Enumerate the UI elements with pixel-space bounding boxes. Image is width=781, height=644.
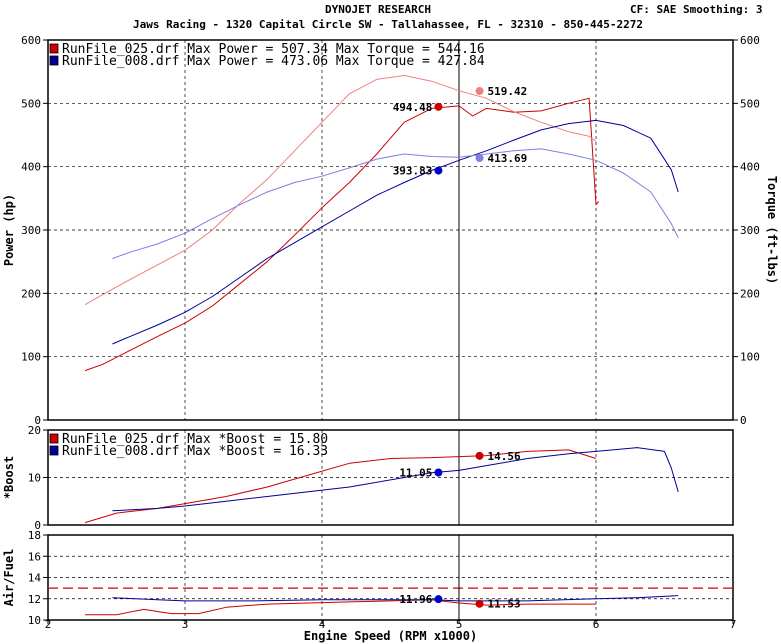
power-torque-y2tick-label: 600 bbox=[740, 34, 760, 47]
air-fuel-xtick-label: 4 bbox=[319, 618, 326, 631]
power-torque-marker-dot bbox=[434, 102, 443, 111]
air-fuel-ytick-label: 14 bbox=[28, 572, 42, 585]
boost-legend-text: RunFile_008.drf Max *Boost = 16.33 bbox=[62, 444, 328, 459]
power-torque-y2tick-label: 100 bbox=[740, 351, 760, 364]
air-fuel-series-line bbox=[112, 595, 679, 602]
air-fuel-xtick-label: 3 bbox=[182, 618, 189, 631]
air-fuel-xtick-label: 6 bbox=[593, 618, 600, 631]
boost-marker-dot bbox=[475, 451, 484, 460]
power-torque-y2tick-label: 0 bbox=[740, 414, 747, 427]
power-torque-series-line bbox=[112, 119, 679, 345]
chart-title: DYNOJET RESEARCH bbox=[325, 3, 431, 16]
air-fuel-xtick-label: 7 bbox=[730, 618, 737, 631]
power-torque-ytick-label: 400 bbox=[21, 161, 41, 174]
air-fuel-marker-label: 11.96 bbox=[399, 593, 432, 606]
air-fuel-marker-dot bbox=[475, 599, 484, 608]
chart-subtitle: Jaws Racing - 1320 Capital Circle SW - T… bbox=[133, 18, 643, 31]
power-torque-legend-swatch bbox=[49, 55, 59, 66]
boost-ytick-label: 10 bbox=[28, 472, 41, 485]
air-fuel-series-line bbox=[85, 599, 596, 616]
boost-ytick-label: 20 bbox=[28, 424, 41, 437]
power-torque-ytick-label: 200 bbox=[21, 287, 41, 300]
power-torque-series-line bbox=[84, 75, 597, 306]
air-fuel-marker-label: 11.53 bbox=[488, 598, 521, 611]
power-torque-legend-swatch bbox=[49, 43, 59, 54]
power-torque-legend-text: RunFile_008.drf Max Power = 473.06 Max T… bbox=[62, 54, 485, 69]
boost-marker-dot bbox=[434, 468, 443, 477]
boost-marker-label: 14.56 bbox=[488, 450, 521, 463]
air-fuel-ytick-label: 16 bbox=[28, 550, 41, 563]
air-fuel-ylabel: Air/Fuel bbox=[2, 549, 16, 607]
power-torque-ylabel: Power (hp) bbox=[2, 194, 16, 266]
boost-series-line bbox=[112, 447, 679, 512]
power-torque-marker-label: 519.42 bbox=[488, 85, 528, 98]
air-fuel-ytick-label: 10 bbox=[28, 614, 41, 627]
boost-ylabel: *Boost bbox=[2, 456, 16, 499]
power-torque-y2tick-label: 400 bbox=[740, 161, 760, 174]
power-torque-y2tick-label: 500 bbox=[740, 97, 760, 110]
power-torque-marker-dot bbox=[434, 166, 443, 175]
air-fuel-xtick-label: 5 bbox=[456, 618, 463, 631]
power-torque-series-line bbox=[84, 97, 600, 372]
power-torque-series-line bbox=[112, 148, 679, 259]
power-torque-marker-dot bbox=[475, 153, 484, 162]
power-torque-marker-label: 413.69 bbox=[488, 152, 528, 165]
boost-legend-swatch bbox=[49, 445, 59, 456]
boost-marker-label: 11.05 bbox=[399, 467, 432, 480]
power-torque-marker-label: 393.83 bbox=[393, 165, 433, 178]
power-torque-ytick-label: 0 bbox=[34, 414, 41, 427]
air-fuel-ytick-label: 12 bbox=[28, 593, 41, 606]
power-torque-ytick-label: 600 bbox=[21, 34, 41, 47]
boost-legend-swatch bbox=[49, 433, 59, 444]
boost-series-line bbox=[84, 449, 597, 524]
air-fuel-marker-dot bbox=[434, 595, 443, 604]
power-torque-y2label: Torque (ft-lbs) bbox=[765, 176, 779, 284]
power-torque-marker-dot bbox=[475, 87, 484, 96]
power-torque-y2tick-label: 300 bbox=[740, 224, 760, 237]
boost-legend-text: RunFile_025.drf Max *Boost = 15.80 bbox=[62, 432, 328, 447]
power-torque-ytick-label: 100 bbox=[21, 351, 41, 364]
power-torque-y2tick-label: 200 bbox=[740, 287, 760, 300]
power-torque-ytick-label: 500 bbox=[21, 97, 41, 110]
power-torque-ytick-label: 300 bbox=[21, 224, 41, 237]
smoothing-label: Smoothing: 3 bbox=[683, 3, 763, 16]
power-torque-legend-text: RunFile_025.drf Max Power = 507.34 Max T… bbox=[62, 42, 485, 57]
air-fuel-xtick-label: 2 bbox=[45, 618, 52, 631]
air-fuel-xlabel: Engine Speed (RPM x1000) bbox=[304, 629, 477, 643]
boost-ytick-label: 0 bbox=[34, 519, 41, 532]
air-fuel-ytick-label: 18 bbox=[28, 529, 41, 542]
correction-factor-label: CF: SAE bbox=[630, 3, 677, 16]
power-torque-marker-label: 494.48 bbox=[393, 101, 433, 114]
